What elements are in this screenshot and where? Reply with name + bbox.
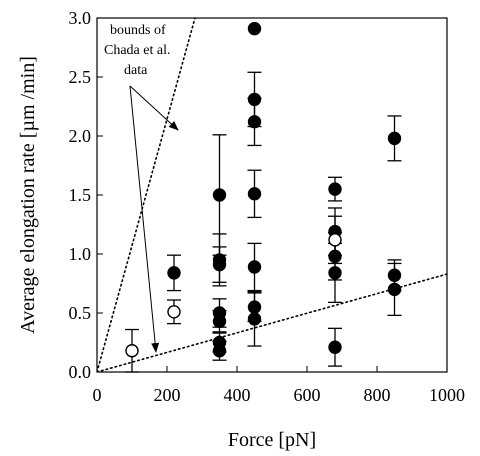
data-point-filled: [212, 188, 227, 202]
x-tick-label: 600: [294, 385, 321, 405]
data-point-filled: [167, 266, 181, 280]
y-tick-label: 2.5: [69, 67, 92, 87]
data-point-filled: [387, 282, 402, 297]
data-point-filled: [212, 314, 227, 328]
plot-frame: [96, 17, 448, 373]
x-tick-label: 200: [154, 385, 181, 405]
data-point-filled: [387, 131, 402, 146]
data-point-filled: [247, 115, 262, 129]
data-point-filled: [212, 344, 227, 358]
y-tick-label: 0.0: [69, 362, 92, 382]
y-axis-label: Average elongation rate [µm /min]: [17, 56, 39, 334]
data-point-filled: [328, 182, 342, 196]
x-tick-label: 0: [93, 385, 102, 405]
annotation-text-line: data: [124, 63, 148, 78]
y-tick-label: 0.5: [69, 303, 92, 323]
data-point-open: [125, 344, 139, 358]
data-point-filled: [212, 257, 227, 272]
x-tick-label: 400: [224, 385, 251, 405]
data-point-filled: [247, 312, 262, 326]
x-tick-label: 800: [364, 385, 391, 405]
x-tick-label: 1000: [429, 385, 465, 405]
data-point-open: [167, 305, 181, 319]
y-tick-label: 3.0: [69, 8, 92, 28]
y-tick-label: 1.0: [69, 244, 92, 264]
x-axis-label: Force [pN]: [228, 429, 316, 451]
data-point-filled: [247, 260, 262, 274]
data-point-filled: [328, 266, 342, 280]
annotation-text-line: bounds of: [110, 23, 166, 38]
annotation-arrow: [129, 85, 160, 353]
y-tick-label: 2.0: [69, 126, 92, 146]
bound-line-1: [97, 18, 196, 372]
data-point-filled: [247, 187, 262, 201]
data-point-filled: [247, 21, 262, 36]
annotation-arrow: [129, 85, 179, 131]
y-tick-label: 1.5: [69, 185, 92, 205]
annotation-text-line: Chada et al.: [104, 43, 170, 58]
data-point-open: [328, 233, 342, 247]
data-point-filled: [328, 340, 342, 354]
